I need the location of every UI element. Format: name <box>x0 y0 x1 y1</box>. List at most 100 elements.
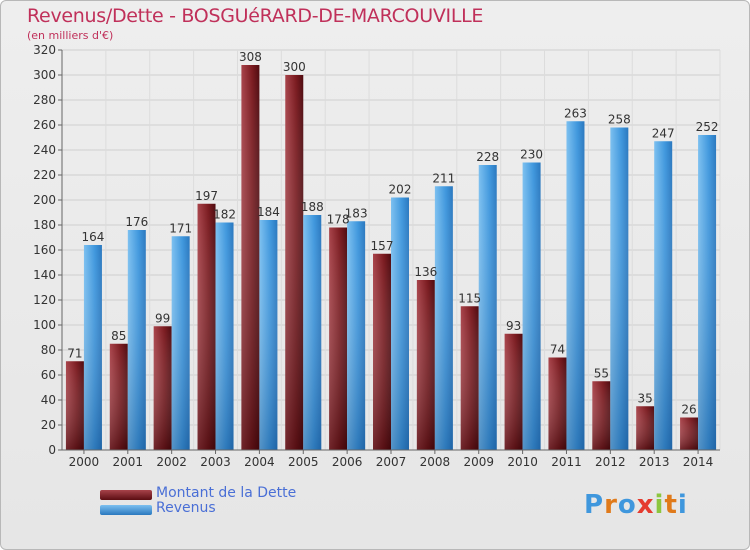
y-tick-label: 300 <box>33 68 56 82</box>
data-label-dette: 178 <box>327 213 350 227</box>
bar-shade-revenus <box>610 127 629 450</box>
data-label-dette: 55 <box>594 366 609 380</box>
bar-shade-dette <box>460 306 479 450</box>
y-tick-label: 320 <box>33 43 56 57</box>
legend-swatch-dette <box>100 490 152 500</box>
bar-shade-dette <box>241 65 260 450</box>
chart-subtitle: (en milliers d'€) <box>27 29 114 42</box>
bar-shade-dette <box>153 326 172 450</box>
data-label-revenus: 202 <box>389 183 412 197</box>
bar-shade-revenus <box>83 245 102 450</box>
y-tick-label: 0 <box>48 443 56 457</box>
x-tick-label: 2003 <box>200 455 231 469</box>
data-label-dette: 308 <box>239 50 262 64</box>
y-tick-label: 120 <box>33 293 56 307</box>
bar-shade-dette <box>548 357 567 450</box>
bar-shade-revenus <box>654 141 673 450</box>
data-label-revenus: 188 <box>301 200 324 214</box>
y-tick-label: 40 <box>41 393 56 407</box>
bar-shade-revenus <box>478 165 497 450</box>
data-label-dette: 300 <box>283 60 306 74</box>
bar-shade-revenus <box>566 121 585 450</box>
data-label-revenus: 228 <box>476 150 499 164</box>
bar-shade-revenus <box>127 230 146 450</box>
x-tick-label: 2009 <box>463 455 494 469</box>
x-tick-label: 2012 <box>595 455 626 469</box>
legend-swatch-revenus <box>100 505 152 515</box>
bar-shade-dette <box>329 227 348 450</box>
x-tick-label: 2010 <box>507 455 538 469</box>
bar-shade-revenus <box>522 162 541 450</box>
x-tick-label: 2011 <box>551 455 582 469</box>
y-tick-label: 100 <box>33 318 56 332</box>
x-tick-label: 2001 <box>113 455 144 469</box>
proxiti-logo: Proxiti <box>584 490 688 520</box>
data-label-dette: 93 <box>506 319 521 333</box>
x-tick-label: 2008 <box>420 455 451 469</box>
bar-shade-revenus <box>347 221 366 450</box>
x-tick-label: 2014 <box>683 455 714 469</box>
data-label-dette: 35 <box>638 391 653 405</box>
data-label-revenus: 230 <box>520 148 543 162</box>
data-label-revenus: 258 <box>608 113 631 127</box>
data-label-revenus: 252 <box>696 120 719 134</box>
y-tick-label: 80 <box>41 343 56 357</box>
y-tick-label: 180 <box>33 218 56 232</box>
bar-shade-dette <box>592 381 611 450</box>
bar-shade-revenus <box>434 186 453 450</box>
data-label-dette: 197 <box>195 189 218 203</box>
x-tick-label: 2013 <box>639 455 670 469</box>
data-label-revenus: 176 <box>125 215 148 229</box>
bar-shade-dette <box>636 406 655 450</box>
data-label-dette: 115 <box>458 291 481 305</box>
x-tick-label: 2002 <box>156 455 187 469</box>
bar-shade-revenus <box>303 215 322 450</box>
data-label-dette: 74 <box>550 343 565 357</box>
x-tick-label: 2000 <box>69 455 100 469</box>
data-label-dette: 85 <box>111 329 126 343</box>
x-tick-label: 2005 <box>288 455 319 469</box>
x-tick-label: 2004 <box>244 455 275 469</box>
data-label-revenus: 211 <box>432 171 455 185</box>
data-label-dette: 71 <box>67 346 82 360</box>
x-tick-label: 2006 <box>332 455 363 469</box>
data-label-revenus: 184 <box>257 205 280 219</box>
data-label-dette: 136 <box>414 265 437 279</box>
bar-shade-dette <box>416 280 435 450</box>
y-tick-label: 20 <box>41 418 56 432</box>
y-tick-label: 240 <box>33 143 56 157</box>
data-label-revenus: 171 <box>169 221 192 235</box>
bar-shade-revenus <box>259 220 278 450</box>
legend-label-revenus: Revenus <box>156 500 216 516</box>
data-label-dette: 99 <box>155 311 170 325</box>
data-label-revenus: 182 <box>213 208 236 222</box>
data-label-dette: 157 <box>371 239 394 253</box>
y-tick-label: 140 <box>33 268 56 282</box>
data-label-revenus: 164 <box>81 230 104 244</box>
x-tick-label: 2007 <box>376 455 407 469</box>
y-tick-label: 60 <box>41 368 56 382</box>
bar-shade-dette <box>109 343 128 450</box>
y-tick-label: 260 <box>33 118 56 132</box>
bar-shade-revenus <box>391 197 409 450</box>
bar-shade-revenus <box>215 222 234 450</box>
data-label-revenus: 183 <box>345 206 368 220</box>
data-label-revenus: 263 <box>564 106 587 120</box>
bar-shade-dette <box>504 333 523 450</box>
y-tick-label: 200 <box>33 193 56 207</box>
bar-shade-dette <box>373 253 391 450</box>
bar-shade-dette <box>197 203 216 450</box>
y-tick-label: 280 <box>33 93 56 107</box>
data-label-revenus: 247 <box>652 126 675 140</box>
data-label-dette: 26 <box>681 403 696 417</box>
bar-shade-dette <box>680 417 699 450</box>
y-tick-label: 220 <box>33 168 56 182</box>
legend-label-dette: Montant de la Dette <box>156 485 297 501</box>
y-tick-label: 160 <box>33 243 56 257</box>
bar-shade-revenus <box>698 135 717 450</box>
bar-shade-dette <box>65 361 84 450</box>
bar-shade-dette <box>285 75 304 450</box>
chart-title: Revenus/Dette - BOSGUéRARD-DE-MARCOUVILL… <box>27 5 484 27</box>
bar-shade-revenus <box>171 236 190 450</box>
